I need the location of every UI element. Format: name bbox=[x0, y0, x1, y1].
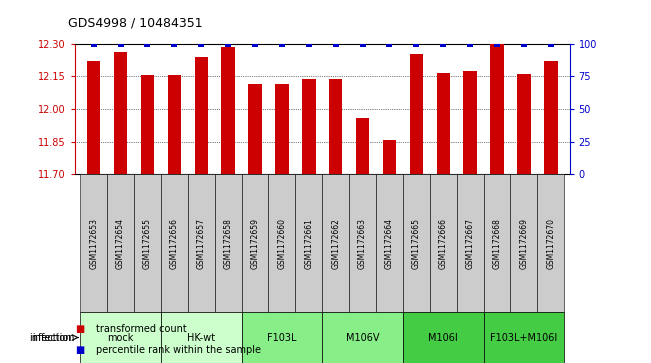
Bar bbox=[242, 174, 268, 312]
Bar bbox=[80, 174, 107, 312]
Text: GSM1172657: GSM1172657 bbox=[197, 218, 206, 269]
Bar bbox=[168, 75, 181, 174]
Bar bbox=[107, 174, 134, 312]
Text: GSM1172663: GSM1172663 bbox=[358, 218, 367, 269]
Bar bbox=[80, 312, 161, 363]
Bar bbox=[376, 174, 403, 312]
Text: infection: infection bbox=[29, 333, 72, 343]
Bar bbox=[195, 57, 208, 174]
Bar bbox=[409, 54, 423, 174]
Text: GSM1172669: GSM1172669 bbox=[519, 218, 529, 269]
Text: GSM1172665: GSM1172665 bbox=[412, 218, 421, 269]
Text: GDS4998 / 10484351: GDS4998 / 10484351 bbox=[68, 16, 203, 29]
Text: F103L: F103L bbox=[267, 333, 297, 343]
Text: F103L+M106I: F103L+M106I bbox=[490, 333, 557, 343]
Bar bbox=[537, 174, 564, 312]
Bar bbox=[457, 174, 484, 312]
Bar bbox=[134, 174, 161, 312]
Bar bbox=[161, 312, 242, 363]
Bar bbox=[302, 79, 316, 174]
Bar bbox=[161, 174, 187, 312]
Bar bbox=[215, 174, 242, 312]
Bar bbox=[322, 174, 349, 312]
Bar bbox=[383, 140, 396, 174]
Bar bbox=[464, 71, 477, 174]
Bar bbox=[356, 118, 369, 174]
Text: GSM1172670: GSM1172670 bbox=[546, 218, 555, 269]
Text: GSM1172658: GSM1172658 bbox=[224, 218, 232, 269]
Text: transformed count: transformed count bbox=[96, 323, 187, 334]
Bar bbox=[268, 174, 296, 312]
Text: GSM1172653: GSM1172653 bbox=[89, 218, 98, 269]
Text: GSM1172654: GSM1172654 bbox=[116, 218, 125, 269]
Text: HK-wt: HK-wt bbox=[187, 333, 215, 343]
Bar bbox=[437, 73, 450, 174]
Bar bbox=[430, 174, 457, 312]
Bar bbox=[187, 174, 215, 312]
Text: GSM1172659: GSM1172659 bbox=[251, 218, 260, 269]
Bar bbox=[349, 174, 376, 312]
Text: GSM1172662: GSM1172662 bbox=[331, 218, 340, 269]
Bar bbox=[141, 75, 154, 174]
Bar bbox=[517, 74, 531, 174]
Bar bbox=[296, 174, 322, 312]
Bar bbox=[221, 47, 235, 174]
Text: GSM1172660: GSM1172660 bbox=[277, 218, 286, 269]
Bar bbox=[114, 52, 128, 174]
Bar bbox=[484, 312, 564, 363]
Bar bbox=[275, 84, 288, 174]
Text: infection: infection bbox=[33, 333, 75, 343]
Bar bbox=[329, 79, 342, 174]
Text: mock: mock bbox=[107, 333, 133, 343]
Bar bbox=[87, 61, 100, 174]
Text: GSM1172655: GSM1172655 bbox=[143, 218, 152, 269]
Bar bbox=[510, 174, 537, 312]
Text: GSM1172666: GSM1172666 bbox=[439, 218, 448, 269]
Bar bbox=[242, 312, 322, 363]
Text: M106I: M106I bbox=[428, 333, 458, 343]
Bar bbox=[403, 312, 484, 363]
Text: GSM1172661: GSM1172661 bbox=[304, 218, 313, 269]
Bar bbox=[490, 44, 504, 174]
Text: GSM1172664: GSM1172664 bbox=[385, 218, 394, 269]
Text: GSM1172656: GSM1172656 bbox=[170, 218, 179, 269]
Text: M106V: M106V bbox=[346, 333, 380, 343]
Bar bbox=[248, 84, 262, 174]
Bar bbox=[322, 312, 403, 363]
Text: GSM1172667: GSM1172667 bbox=[465, 218, 475, 269]
Text: GSM1172668: GSM1172668 bbox=[493, 218, 501, 269]
Text: ■: ■ bbox=[75, 323, 84, 334]
Bar bbox=[484, 174, 510, 312]
Bar bbox=[544, 61, 557, 174]
Text: percentile rank within the sample: percentile rank within the sample bbox=[96, 345, 261, 355]
Text: ■: ■ bbox=[75, 345, 84, 355]
Bar bbox=[403, 174, 430, 312]
